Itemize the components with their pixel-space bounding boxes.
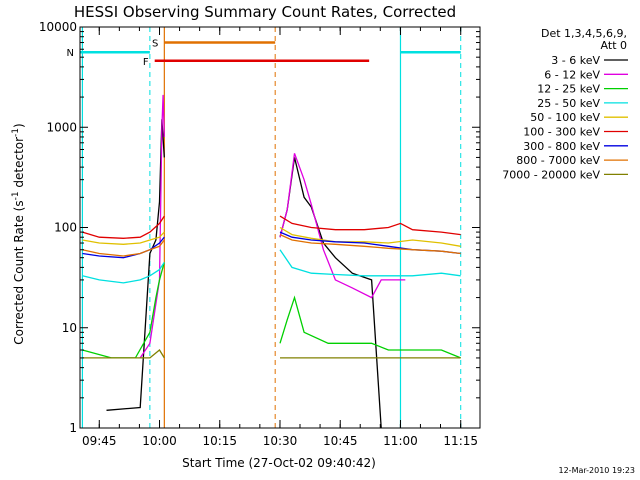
y-tick-label-2: 100 [54, 221, 77, 235]
x-tick-label-3: 10:30 [263, 434, 298, 448]
legend-header-2: Att 0 [601, 39, 627, 52]
legend-label-5: 100 - 300 keV [523, 126, 600, 139]
y-tick-label-4: 10000 [39, 20, 77, 34]
legend-label-1: 6 - 12 keV [544, 68, 600, 81]
y-tick-label-1: 10 [62, 321, 77, 335]
legend-label-8: 7000 - 20000 keV [502, 168, 600, 181]
footer-timestamp: 12-Mar-2010 19:23 [559, 466, 636, 475]
axes: 1 10 100 1000 10000 09:45 10:00 10:15 10:30 10:45… [39, 20, 481, 448]
flag-label-2: N [67, 48, 74, 59]
y-label-exp2: -1 [11, 128, 21, 137]
series-line-2 [82, 262, 461, 359]
legend-label-4: 50 - 100 keV [530, 111, 600, 124]
legend-label-2: 12 - 25 keV [537, 83, 600, 96]
y-label-main: Corrected Count Rate (s [12, 200, 26, 344]
series-line-3 [82, 249, 461, 284]
x-tick-label-4: 10:45 [323, 434, 358, 448]
y-tick-label-3: 1000 [46, 120, 77, 134]
legend-label-6: 300 - 800 keV [523, 140, 600, 153]
series-line-8 [82, 349, 461, 359]
flag-label-1: F [143, 57, 149, 68]
y-tick-label-0: 1 [69, 421, 77, 435]
legend-label-3: 25 - 50 keV [537, 97, 600, 110]
x-tick-label-2: 10:15 [202, 434, 237, 448]
y-label-end: ) [12, 123, 26, 128]
flag-label-0: S [152, 39, 158, 50]
chart-title: HESSI Observing Summary Count Rates, Cor… [74, 3, 456, 21]
series-line-7 [82, 234, 461, 257]
legend-label-7: 800 - 7000 keV [516, 154, 600, 167]
x-tick-label-6: 11:15 [443, 434, 478, 448]
x-tick-label-0: 09:45 [82, 434, 117, 448]
y-label-mid: detector [12, 137, 26, 192]
legend-header-1: Det 1,3,4,5,6,9, [541, 27, 627, 40]
series-line-5 [82, 215, 461, 239]
svg-text:Corrected Count Rate (s-1 dete: Corrected Count Rate (s-1 detector-1) [11, 123, 26, 344]
y-axis-label: Corrected Count Rate (s-1 detector-1) [11, 123, 26, 344]
series-line-0 [106, 119, 382, 429]
x-tick-label-1: 10:00 [142, 434, 177, 448]
y-label-exp1: -1 [11, 191, 21, 200]
series-line-1 [139, 94, 406, 359]
plot-area: SF N [67, 27, 462, 429]
x-tick-label-5: 11:00 [383, 434, 418, 448]
legend-label-0: 3 - 6 keV [551, 54, 600, 67]
series-line-4 [82, 226, 461, 247]
x-axis-label: Start Time (27-Oct-02 09:40:42) [182, 456, 376, 470]
